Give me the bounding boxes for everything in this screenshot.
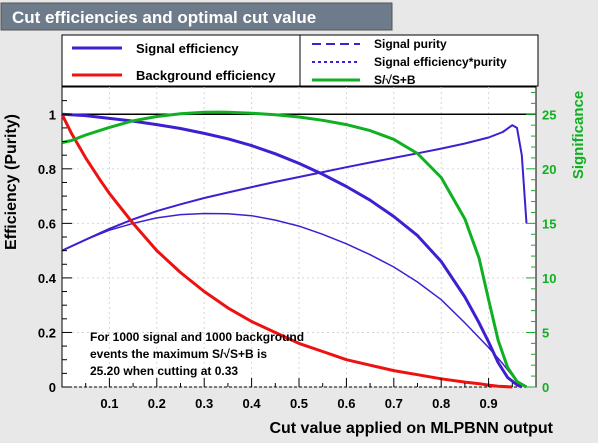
y2-tick-label: 10 <box>542 271 556 286</box>
y2-tick-label: 25 <box>542 107 556 122</box>
legend-label-significance: S/√S+B <box>374 73 416 87</box>
series-lines <box>60 110 536 389</box>
tick-labels: 0.1 0.2 0.3 0.4 0.5 0.6 0.7 0.8 0.9 0 0.2 0.4 0.6 0.8… <box>38 107 557 411</box>
y-tick-label: 1 <box>49 107 56 122</box>
axis-ticks <box>62 91 536 388</box>
series-line-signal-purity <box>61 124 528 252</box>
y2-tick-label: 0 <box>542 380 549 395</box>
x-tick-label: 0.8 <box>432 396 450 411</box>
series-line-signal-efficiency <box>61 112 523 389</box>
x-tick-label: 0.1 <box>100 396 118 411</box>
series-line-background-efficiency <box>60 113 513 389</box>
x-tick-label: 0.7 <box>385 396 403 411</box>
y-tick-label: 0.6 <box>38 216 56 231</box>
y-tick-label: 0.4 <box>38 271 57 286</box>
x-tick-label: 0.4 <box>243 396 262 411</box>
y-tick-label: 0.2 <box>38 325 56 340</box>
legend-label-signal-efficiency: Signal efficiency <box>136 41 239 56</box>
annotation-line-1: For 1000 signal and 1000 background <box>90 330 304 344</box>
y2-tick-label: 5 <box>542 325 549 340</box>
annotation: For 1000 signal and 1000 background even… <box>90 330 304 378</box>
legend-label-signal-purity: Signal purity <box>374 37 447 51</box>
y-tick-label: 0.8 <box>38 162 56 177</box>
legend-label-background-efficiency: Background efficiency <box>136 68 276 83</box>
x-tick-label: 0.3 <box>195 396 213 411</box>
series-line-s-s-b <box>61 110 528 389</box>
y2-tick-label: 20 <box>542 162 556 177</box>
series-line-signal-efficiency-purity <box>61 212 523 388</box>
chart-title: Cut efficiencies and optimal cut value <box>12 8 316 27</box>
annotation-line-3: 25.20 when cutting at 0.33 <box>90 364 238 378</box>
y-axis-label: Efficiency (Purity) <box>3 114 20 250</box>
legend: Signal efficiency Background efficiency … <box>61 34 539 87</box>
x-tick-label: 0.9 <box>480 396 498 411</box>
legend-label-signal-efficiency-purity: Signal efficiency*purity <box>374 55 507 69</box>
y2-axis-label: Significance <box>570 91 587 179</box>
x-tick-label: 0.5 <box>290 396 308 411</box>
title-box <box>0 2 393 31</box>
x-tick-label: 0.2 <box>148 396 166 411</box>
y2-tick-label: 15 <box>542 216 556 231</box>
x-axis-label: Cut value applied on MLPBNN output <box>269 420 553 437</box>
x-tick-label: 0.6 <box>337 396 355 411</box>
annotation-line-2: events the maximum S/√S+B is <box>90 347 267 361</box>
y-tick-label: 0 <box>49 380 56 395</box>
